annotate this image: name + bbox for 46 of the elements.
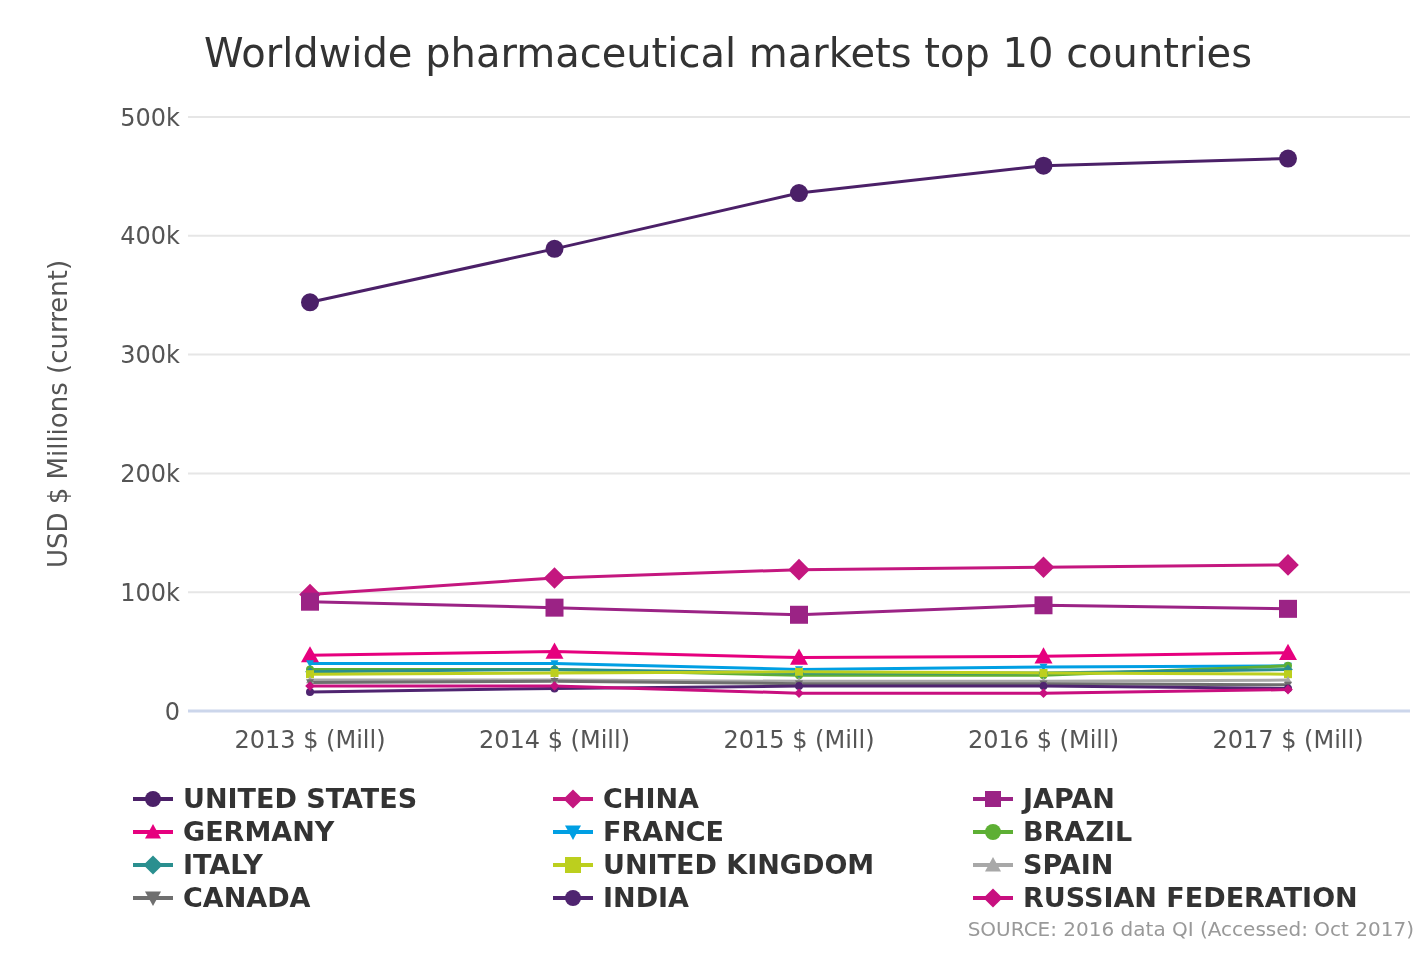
x-tick-label: 2017 $ (Mill) xyxy=(1212,726,1364,755)
point xyxy=(1279,643,1297,660)
legend-label: UNITED STATES xyxy=(183,783,418,814)
legend-label: RUSSIAN FEDERATION xyxy=(1023,882,1358,913)
point xyxy=(790,184,808,203)
point xyxy=(1284,670,1292,679)
y-tick-label: 0 xyxy=(164,697,180,726)
point xyxy=(545,598,564,617)
x-tick-label: 2016 $ (Mill) xyxy=(967,726,1120,755)
point xyxy=(545,642,564,659)
legend-label: SPAIN xyxy=(1023,849,1114,880)
legend-label: JAPAN xyxy=(1023,783,1115,814)
point xyxy=(790,648,808,665)
legend-label: CHINA xyxy=(603,783,699,814)
point xyxy=(1034,647,1053,664)
x-tick-label: 2015 $ (Mill) xyxy=(723,726,875,755)
legend-label: INDIA xyxy=(603,882,689,913)
legend-label: UNITED KINGDOM xyxy=(603,849,875,880)
point xyxy=(1279,149,1297,168)
point xyxy=(1034,156,1053,175)
source-note: SOURCE: 2016 data QI (Accessed: Oct 2017) xyxy=(967,917,1414,941)
point xyxy=(301,293,319,312)
y-tick-label: 400k xyxy=(120,222,181,251)
point xyxy=(1279,599,1297,618)
point xyxy=(1032,556,1055,579)
legend-label: CANADA xyxy=(183,882,311,913)
legend-label: FRANCE xyxy=(603,816,724,847)
point xyxy=(301,592,319,611)
point xyxy=(1038,688,1049,698)
point xyxy=(1034,596,1053,615)
point xyxy=(545,239,564,258)
x-tick-label: 2013 $ (Mill) xyxy=(234,726,386,755)
chart-title: Worldwide pharmaceutical markets top 10 countries xyxy=(203,30,1253,76)
point xyxy=(790,605,808,624)
y-tick-label: 300k xyxy=(120,341,181,370)
point xyxy=(1277,554,1299,576)
legend-label: ITALY xyxy=(183,849,263,880)
y-tick-label: 100k xyxy=(120,578,181,607)
y-tick-label: 500k xyxy=(120,103,181,132)
legend-label: GERMANY xyxy=(183,816,335,847)
y-tick-label: 200k xyxy=(120,459,181,488)
y-axis-title: USD $ Millions (current) xyxy=(43,259,74,569)
x-tick-label: 2014 $ (Mill) xyxy=(478,726,631,755)
point xyxy=(788,558,810,581)
point xyxy=(543,567,566,589)
legend-label: BRAZIL xyxy=(1023,816,1133,847)
